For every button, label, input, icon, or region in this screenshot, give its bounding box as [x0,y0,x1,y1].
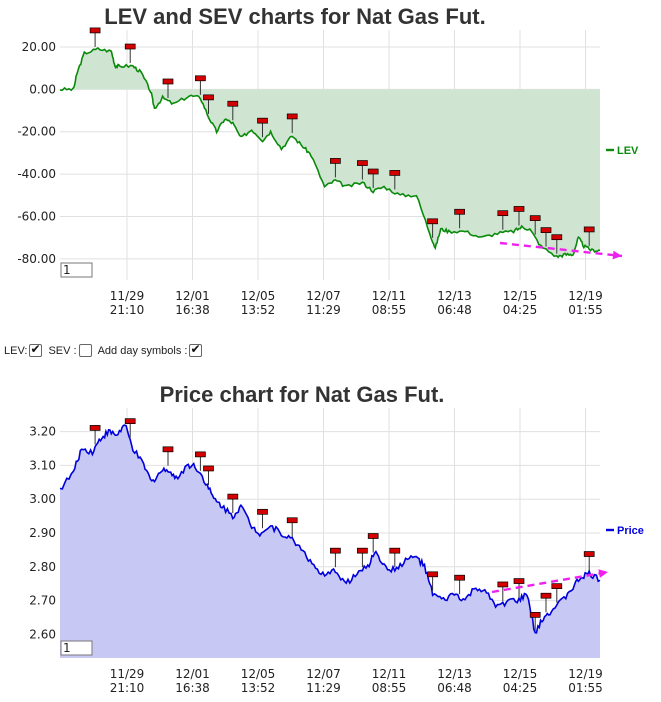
marker-flag [551,583,563,589]
y-tick-label: 3.20 [29,425,56,439]
x-tick-label: 12/07 11:29 [306,289,341,317]
lev-toggle-label: LEV: [4,344,28,357]
marker-flag [497,581,509,588]
trend-arrow-head [612,250,622,260]
price-chart: Price chart for Nat Gas Fut. 3.20 3.10 3.00… [29,382,644,695]
trend-arrow [491,570,609,594]
y-tick-label: 2.80 [29,560,56,574]
marker-flag [162,78,174,85]
marker-flag [427,571,438,578]
day-symbols-label: Add day symbols : [97,344,188,357]
y-tick-label: -40.00 [17,167,56,181]
x-tick-label: 12/15 04:25 [503,667,538,695]
chart-title: Price chart for Nat Gas Fut. [160,382,445,407]
chart-title: LEV and SEV charts for Nat Gas Fut. [104,4,485,29]
trend-arrow [499,241,623,258]
x-tick-label: 12/01 16:38 [175,667,210,695]
sev-checkbox[interactable] [78,344,92,357]
marker-flag [551,234,563,241]
y-tick-label: 3.10 [29,458,56,472]
legend-label: Price [617,525,644,537]
marker-flag [513,206,525,212]
y-tick-label: 2.60 [29,627,56,641]
y-tick-label: 2.70 [29,594,56,608]
zoom-input[interactable] [60,640,93,656]
y-tick-label: 20.00 [22,40,56,54]
marker-flag [330,158,341,164]
marker-flag [583,226,595,233]
sev-toggle-label: SEV : [48,344,77,357]
x-tick-label: 12/15 04:25 [503,289,538,317]
marker-flag [529,215,541,221]
y-tick-label: 0.00 [29,82,56,96]
marker-flag [203,94,214,101]
marker-flag [227,493,239,500]
zoom-input-value: 1 [63,641,71,655]
chart-controls: LEV: SEV : Add day symbols : [4,342,208,357]
marker-flag [203,465,214,472]
marker-flag [257,508,268,515]
zoom-input[interactable] [60,262,93,278]
marker-flag [124,43,136,50]
marker-flag [89,425,101,431]
marker-flag [389,170,401,176]
lev-chart: LEV and SEV charts for Nat Gas Fut. 20.00… [17,4,639,317]
marker-flag [367,168,379,175]
marker-flag [227,100,239,107]
x-tick-label: 11/29 21:10 [110,289,145,317]
series-line [59,47,601,259]
legend-label: LEV [617,145,639,157]
marker-flag [162,446,174,453]
y-tick-label: -20.00 [17,125,56,139]
y-tick-label: 3.00 [29,492,56,506]
marker-flag [330,547,341,554]
marker-flag [257,117,268,124]
marker-flag [540,227,552,233]
lev-toggle[interactable]: LEV: [4,342,45,357]
day-symbols-toggle[interactable]: Add day symbols : [97,342,206,357]
marker-flag [286,517,298,524]
x-tick-label: 12/19 01:55 [568,667,603,695]
x-tick-label: 12/13 06:48 [437,667,472,695]
x-tick-label: 12/11 08:55 [372,289,407,317]
day-symbols-checkbox[interactable] [189,342,203,357]
marker-flag [286,113,298,120]
x-tick-label: 12/01 16:38 [175,289,210,317]
marker-flag [367,533,379,539]
marker-flag [454,574,465,581]
marker-flag [389,547,401,554]
marker-flag [195,75,206,82]
marker-flag [357,160,368,166]
marker-flag [454,208,465,215]
series-line [59,424,601,634]
x-tick-label: 12/05 13:52 [241,289,276,317]
x-tick-label: 12/05 13:52 [241,667,276,695]
x-tick-label: 12/19 01:55 [568,289,603,317]
marker-flag [540,592,552,599]
x-tick-label: 12/11 08:55 [372,667,407,695]
marker-flag [89,27,101,34]
marker-flag [497,210,509,217]
x-tick-label: 12/13 06:48 [437,289,472,317]
y-tick-label: -80.00 [17,252,56,266]
y-tick-label: 2.90 [29,526,56,540]
x-tick-label: 12/07 11:29 [306,667,341,695]
marker-flag [513,578,525,584]
marker-flag [529,612,541,618]
y-tick-label: -60.00 [17,209,56,223]
trend-arrow-head [598,569,608,578]
marker-flag [357,547,368,554]
zoom-input-value: 1 [63,263,71,277]
marker-flag [124,418,136,425]
lev-checkbox[interactable] [29,342,43,357]
marker-flag [583,551,595,557]
series-area [60,48,600,258]
marker-flag [427,218,438,225]
sev-toggle[interactable]: SEV : [48,344,94,357]
x-tick-label: 11/29 21:10 [110,667,145,695]
marker-flag [195,451,206,458]
